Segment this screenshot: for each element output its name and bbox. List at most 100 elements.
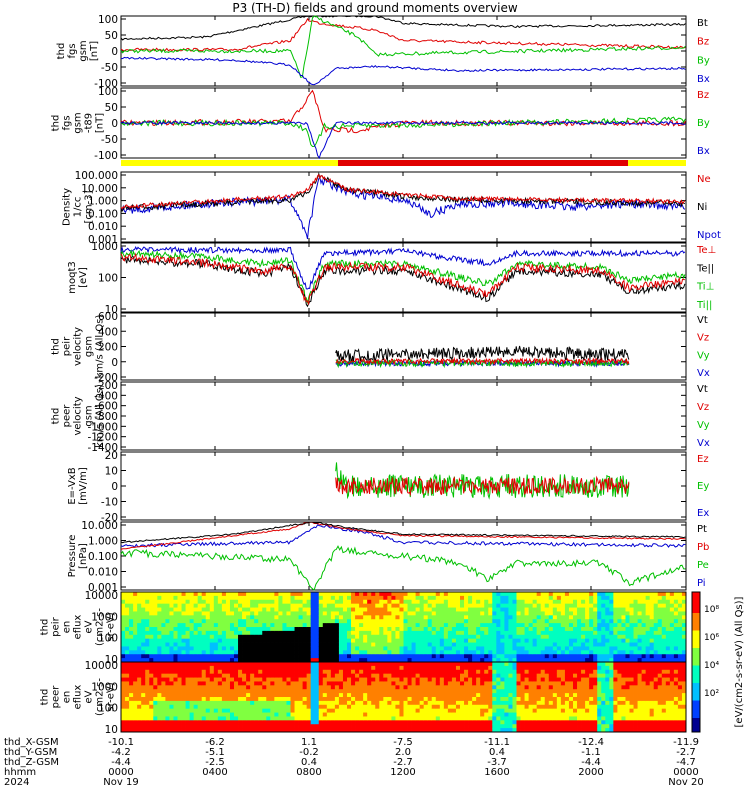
spectrogram-cell (375, 689, 380, 694)
spectrogram-cell (250, 595, 255, 601)
spectrogram-cell (197, 646, 203, 651)
spectrogram-cell (149, 607, 154, 612)
spectrogram-cell (407, 677, 412, 682)
spectrogram-cell (189, 724, 195, 729)
spectrogram-cell (427, 700, 433, 706)
spectrogram-cell (500, 712, 505, 717)
spectrogram-cell (363, 665, 368, 671)
spectrogram-cell (334, 724, 340, 729)
spectrogram-cell (322, 669, 328, 675)
spectrogram-cell (201, 662, 207, 667)
spectrogram-cell (512, 599, 517, 605)
spectrogram-cell (282, 615, 287, 620)
spectrogram-cell (254, 654, 259, 659)
spectrogram-cell (169, 700, 174, 706)
spectrogram-cell (419, 693, 425, 698)
spectrogram-cell (589, 619, 594, 624)
spectrogram-cell (427, 634, 433, 640)
spectrogram-cell (532, 595, 538, 601)
spectrogram-cell (661, 642, 667, 647)
spectrogram-cell (290, 611, 295, 616)
spectrogram-cell (355, 712, 360, 717)
spectrogram-cell (468, 638, 473, 643)
spectrogram-cell (435, 619, 441, 624)
spectrogram-cell (455, 646, 461, 651)
spectrogram-cell (137, 654, 142, 659)
spectrogram-cell (262, 642, 267, 647)
series-by (120, 15, 686, 78)
spectrogram-cell (334, 619, 340, 624)
spectrogram-cell (306, 615, 312, 620)
spectrogram-cell (443, 611, 449, 616)
spectrogram-cell (290, 685, 295, 690)
spectrogram-cell (246, 615, 251, 620)
spectrogram-cell (242, 650, 247, 655)
spectrogram-cell (351, 689, 356, 694)
spectrogram-cell (173, 693, 178, 698)
spectrogram-cell (407, 712, 412, 717)
spectrogram-cell (629, 650, 634, 655)
spectrogram-cell (129, 603, 134, 608)
spectrogram-cell (229, 595, 235, 601)
spectrogram-cell (286, 681, 291, 686)
spectrogram-cell (334, 607, 340, 612)
spectrogram-cell (379, 630, 384, 636)
spectrogram-cell (633, 599, 638, 605)
spectrogram-cell (415, 650, 421, 655)
spectrogram-cell (165, 634, 170, 640)
spectrogram-cell (141, 592, 146, 597)
spectrogram-cell (665, 654, 671, 659)
spectrogram-cell (581, 685, 586, 690)
spectrogram-cell (169, 615, 174, 620)
spectrogram-cell (492, 592, 497, 597)
spectrogram-cell (548, 638, 554, 643)
spectrogram-cell (601, 658, 606, 663)
spectrogram-cell (157, 716, 162, 721)
spectrogram-cell (351, 685, 356, 690)
spectrogram-cell (419, 623, 425, 628)
spectrogram-cell (342, 693, 348, 698)
y-tick-label: 1000 (91, 611, 118, 623)
spectrogram-cell (415, 685, 421, 690)
spectrogram-cell (447, 704, 453, 710)
spectrogram-cell (528, 623, 534, 628)
spectrogram-cell (536, 662, 542, 667)
spectrogram-cell (359, 615, 364, 620)
spectrogram-cell (213, 611, 219, 616)
spectrogram-cell (395, 693, 400, 698)
spectrogram-cell (205, 599, 211, 605)
spectrogram-cell (649, 627, 655, 632)
spectrogram-cell (556, 627, 562, 632)
spectrogram-cell (415, 669, 421, 675)
spectrogram-cell (395, 708, 400, 713)
spectrogram-cell (661, 611, 667, 616)
spectrogram-cell (645, 654, 651, 659)
spectrogram-cell (238, 634, 243, 640)
spectrogram-cell (504, 619, 509, 624)
spectrogram-cell (613, 638, 618, 643)
spectrogram-cell (290, 634, 295, 640)
spectrogram-cell (141, 693, 146, 698)
spectrogram-cell (298, 607, 304, 612)
spectrogram-cell (480, 638, 485, 643)
spectrogram-cell (528, 700, 534, 706)
spectrogram-cell (447, 708, 453, 713)
spectrogram-cell (573, 720, 578, 725)
spectrogram-cell (254, 619, 259, 624)
spectrogram-cell (157, 708, 162, 713)
spectrogram-cell (560, 595, 566, 601)
spectrogram-cell (560, 720, 566, 725)
spectrogram-cell (189, 662, 195, 667)
spectrogram-cell (213, 689, 219, 694)
spectrogram-cell (464, 697, 469, 702)
spectrogram-cell (221, 697, 227, 702)
spectrogram-cell (512, 720, 517, 725)
spectrogram-cell (573, 623, 578, 628)
spectrogram-cell (242, 623, 247, 628)
spectrogram-cell (161, 681, 166, 686)
spectrogram-cell (484, 634, 489, 640)
spectrogram-cell (137, 607, 142, 612)
spectrogram-cell (375, 724, 380, 729)
spectrogram-cell (161, 677, 166, 682)
spectrogram-cell (363, 658, 368, 663)
